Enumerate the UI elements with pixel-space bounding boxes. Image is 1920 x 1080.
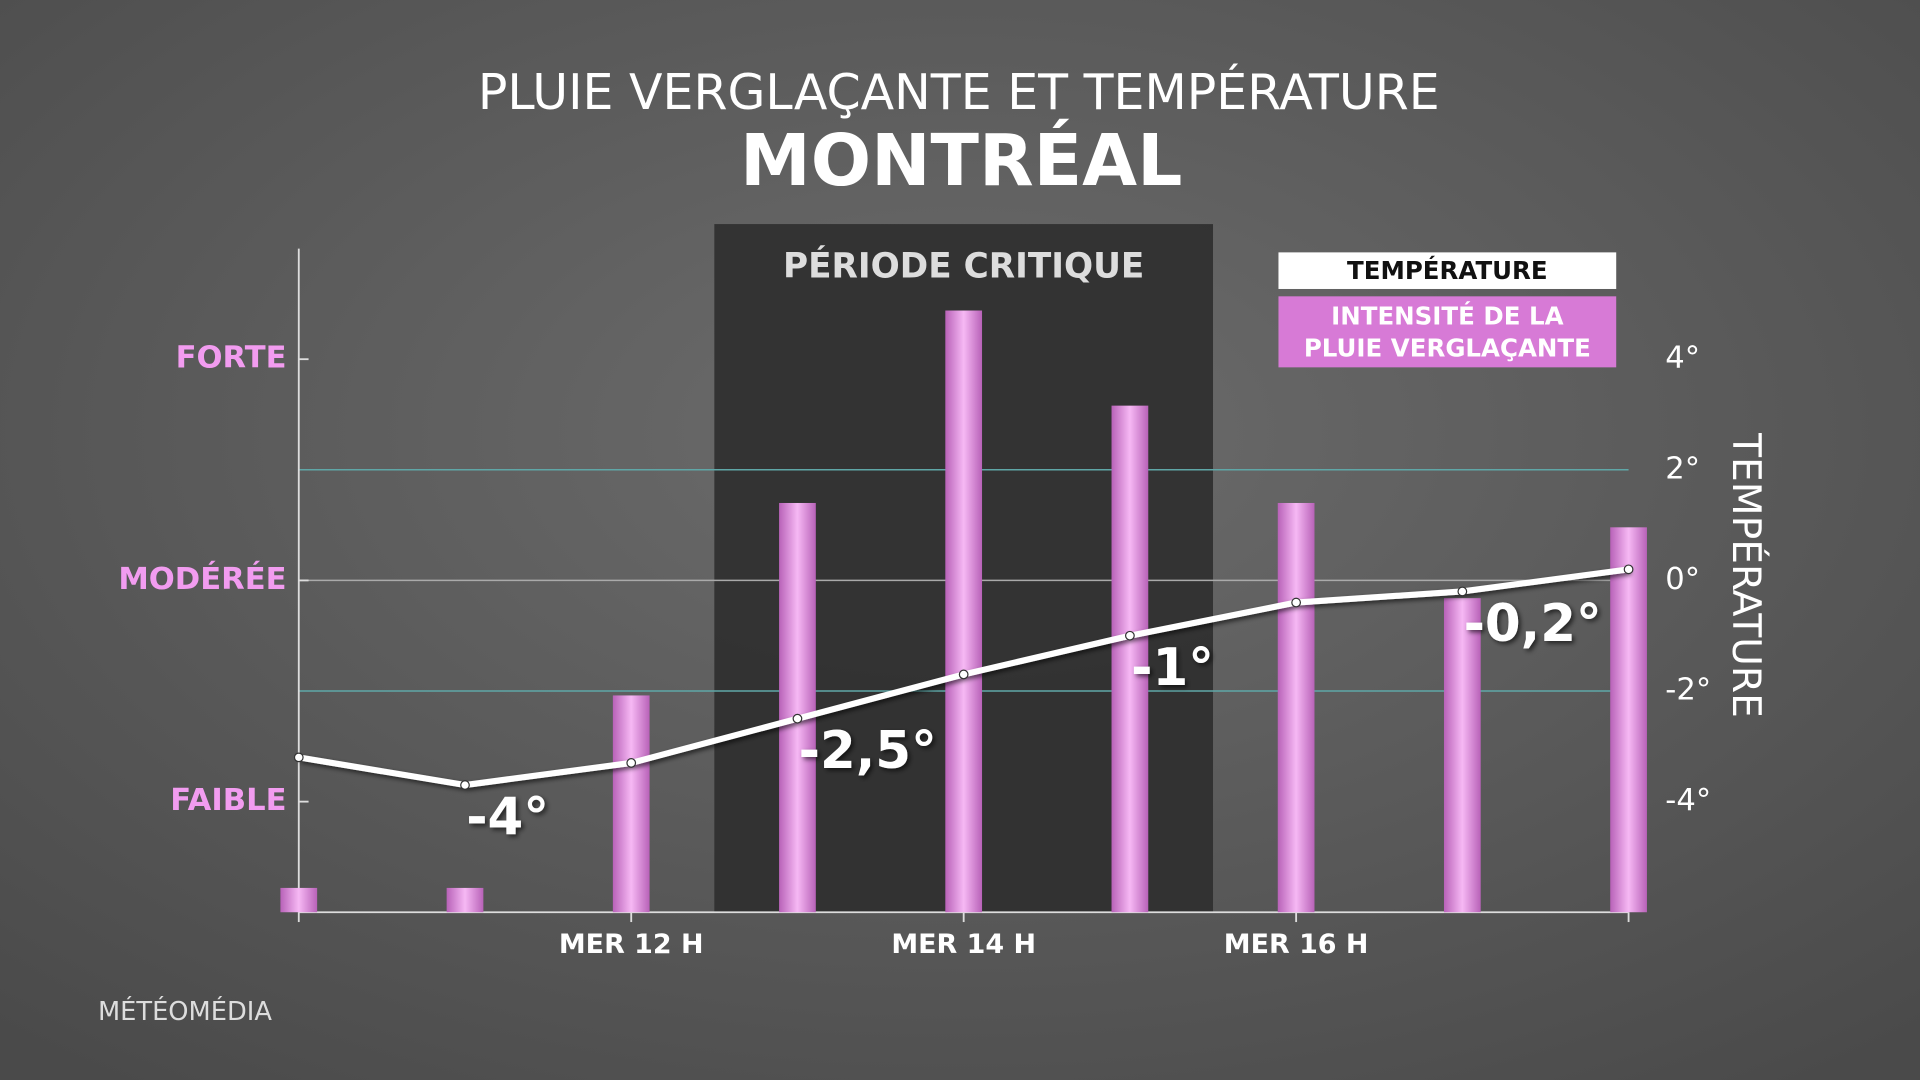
bar: [1610, 527, 1647, 913]
temperature-point: [293, 752, 304, 763]
y2-tick-label: 2°: [1665, 451, 1700, 486]
legend-entry: INTENSITÉ DE LA PLUIE VERGLAÇANTE: [1278, 296, 1617, 368]
chart-subtitle: MONTRÉAL: [740, 119, 1182, 202]
bar: [446, 887, 484, 913]
legend-box: TEMPÉRATURE INTENSITÉ DE LA PLUIE VERGLAÇ…: [1278, 252, 1617, 368]
bar: [1111, 405, 1149, 913]
bar: [779, 502, 816, 913]
legend-entry: TEMPÉRATURE: [1278, 252, 1617, 289]
legend: TEMPÉRATURE INTENSITÉ DE LA PLUIE VERGLAÇ…: [1278, 252, 1617, 368]
temperature-point: [1291, 597, 1302, 608]
x-tick-label: MER 14 H: [891, 929, 1036, 960]
temperature-point: [792, 713, 803, 724]
highlight-label: PÉRIODE CRITIQUE: [783, 246, 1144, 287]
value-label: -1°: [1131, 638, 1214, 698]
temperature-point: [460, 780, 470, 790]
temperature-point: [1125, 630, 1135, 641]
x-tick-label: MER 12 H: [559, 929, 704, 960]
y-tick-label: FAIBLE: [170, 783, 286, 818]
chart-title: PLUIE VERGLAÇANTE ET TEMPÉRATURE: [478, 62, 1440, 121]
y-tick-label: MODÉRÉE: [118, 561, 286, 597]
source: MÉTÉOMÉDIA: [98, 995, 272, 1027]
temperature-point: [1457, 586, 1468, 597]
value-label: -2,5°: [799, 721, 937, 781]
y2-tick-label: 4°: [1665, 341, 1700, 376]
y-tick-label: FORTE: [176, 341, 287, 376]
bar: [1277, 502, 1315, 913]
value-label: -4°: [466, 788, 549, 848]
temperature-point: [958, 669, 969, 680]
bar: [1443, 598, 1481, 913]
y2-axis-title: TEMPÉRATURE: [1723, 432, 1770, 718]
x-tick-label: MER 16 H: [1224, 929, 1369, 960]
value-label: -0,2°: [1464, 594, 1602, 654]
bar: [612, 695, 650, 913]
y2-tick-label: 0°: [1665, 562, 1700, 597]
temperature-point: [626, 758, 637, 768]
y2-tick-label: -4°: [1665, 783, 1711, 818]
y2-tick-label: -2°: [1665, 673, 1711, 708]
bar: [280, 887, 318, 913]
bar: [945, 310, 983, 913]
temperature-point: [1623, 564, 1634, 575]
